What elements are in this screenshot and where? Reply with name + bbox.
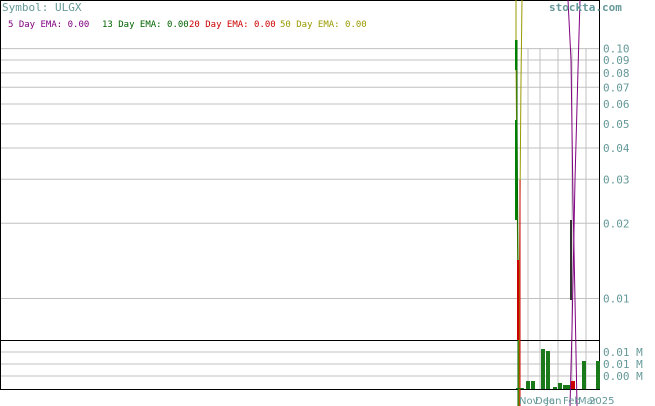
volume-bar — [516, 388, 520, 389]
price-tick-label: 0.07 — [603, 81, 630, 94]
price-tick-label: 0.10 — [603, 43, 630, 56]
volume-bar — [546, 351, 550, 389]
candle — [517, 260, 519, 340]
price-tick-label: 0.03 — [603, 173, 630, 186]
price-tick-label: 0.01 — [603, 293, 630, 306]
price-tick-label: 0.05 — [603, 118, 630, 131]
price-panel-frame — [0, 0, 600, 341]
ema-layer — [515, 0, 581, 406]
price-tick-label: 0.06 — [603, 98, 630, 111]
axis-layer: 0.100.090.080.07 0.06 0.05 0.04 0.03 0.02 0.01… — [519, 43, 643, 406]
x-tick-label: Nov — [519, 396, 539, 406]
legend-entry: 50 Day EMA: 0.00 — [280, 20, 367, 30]
symbol-label: Symbol: ULGX — [2, 1, 82, 14]
grid-layer — [0, 48, 599, 389]
x-tick-label: Mar — [578, 396, 598, 406]
legend-entry: 13 Day EMA: 0.00 — [102, 20, 189, 30]
x-tick-label: 2025 — [589, 396, 614, 406]
volume-bar — [596, 361, 600, 389]
watermark-label: stockta.com — [549, 1, 622, 14]
volume-bar — [571, 381, 575, 389]
x-tick-label: Dec — [535, 396, 554, 406]
price-tick-label: 0.04 — [603, 142, 630, 155]
volume-bar — [526, 381, 530, 389]
candle — [570, 220, 572, 300]
candle-layer — [515, 40, 572, 340]
volume-bar — [563, 385, 567, 389]
volume-bar — [558, 383, 562, 389]
x-tick-label: Feb — [563, 396, 581, 406]
price-tick-label: 0.02 — [603, 217, 630, 230]
volume-bar — [553, 387, 557, 389]
volume-tick-label: 0.01 M — [603, 346, 643, 359]
candle — [515, 120, 517, 220]
volume-layer — [516, 349, 600, 389]
legend-entry: 5 Day EMA: 0.00 — [8, 20, 89, 30]
volume-bar — [541, 349, 545, 389]
candle — [515, 40, 517, 70]
ema5-line — [567, 0, 578, 406]
volume-panel-frame — [0, 340, 600, 390]
legend-entry: 20 Day EMA: 0.00 — [189, 20, 276, 30]
volume-tick-label: 0.01 M — [603, 358, 643, 371]
price-tick-label: 0.08 — [603, 67, 630, 80]
price-tick-label: 0.09 — [603, 54, 630, 67]
volume-bar — [531, 381, 535, 389]
ema5-line — [569, 0, 581, 406]
legend: 5 Day EMA: 0.00 13 Day EMA: 0.00 20 Day EM… — [8, 20, 367, 30]
volume-tick-label: 0.00 M — [603, 370, 643, 383]
volume-bar — [582, 361, 586, 389]
x-tick-label: Jan — [545, 396, 561, 406]
volume-bar — [566, 385, 570, 389]
frame-layer — [0, 0, 600, 390]
volume-bar — [520, 388, 524, 389]
